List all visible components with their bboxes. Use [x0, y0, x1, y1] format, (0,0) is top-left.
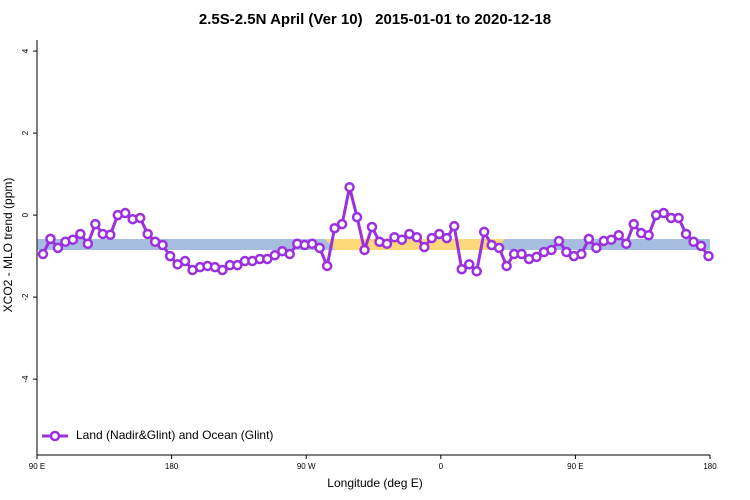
data-point	[695, 240, 707, 252]
y-tick-label: 2	[21, 130, 30, 135]
data-point	[478, 226, 490, 238]
data-point	[576, 248, 587, 260]
x-tick-label: 90 E	[29, 462, 45, 471]
y-tick-label: 4	[21, 48, 30, 53]
chart-title: 2.5S-2.5N April (Ver 10) 2015-01-01 to 2…	[199, 11, 551, 28]
x-axis-label: Longitude (deg E)	[327, 476, 422, 490]
data-point	[157, 239, 168, 251]
data-point	[366, 221, 378, 233]
data-point	[105, 229, 116, 241]
data-point	[471, 266, 482, 277]
reference-band-highlight	[325, 239, 505, 250]
x-tick-label: 180	[165, 462, 179, 471]
legend-marker	[49, 430, 61, 442]
data-point	[411, 231, 423, 243]
x-tick-label: 90 W	[297, 462, 316, 471]
data-point	[688, 236, 699, 248]
data-point	[643, 229, 654, 241]
data-point	[359, 244, 370, 256]
data-point	[449, 220, 460, 232]
data-point	[321, 260, 333, 272]
data-point	[232, 259, 243, 271]
data-point	[703, 250, 714, 262]
data-point	[553, 235, 565, 247]
data-point	[620, 238, 632, 250]
data-point	[179, 255, 191, 267]
y-tick-label: -2	[21, 293, 30, 301]
data-point	[75, 228, 86, 240]
x-tick-label: 90 E	[567, 462, 583, 471]
data-point	[613, 229, 625, 241]
data-point	[37, 248, 49, 260]
x-tick-label: 0	[439, 462, 444, 471]
data-point	[314, 242, 325, 254]
data-point	[67, 234, 79, 245]
y-axis-label: XCO2 - MLO trend (ppm)	[1, 178, 15, 313]
data-point	[134, 212, 146, 224]
data-point	[269, 250, 281, 261]
x-tick-label: 180	[703, 462, 717, 471]
data-point	[90, 218, 101, 230]
data-point	[329, 222, 340, 234]
data-point	[673, 212, 684, 224]
data-point	[306, 238, 318, 250]
data-point	[45, 233, 56, 245]
data-point	[396, 234, 408, 245]
data-point	[52, 242, 64, 254]
data-point	[344, 181, 355, 193]
data-point	[516, 248, 527, 260]
data-point	[680, 228, 692, 240]
data-point	[441, 232, 453, 244]
y-tick-label: 0	[21, 212, 30, 217]
data-point	[591, 242, 602, 254]
data-point	[381, 238, 393, 250]
data-point	[142, 228, 153, 240]
data-point	[531, 251, 542, 263]
data-point	[426, 232, 438, 244]
data-point	[456, 263, 467, 275]
data-point	[493, 242, 505, 254]
data-point	[583, 233, 595, 245]
y-tick-label: -4	[21, 375, 30, 383]
data-point	[419, 241, 430, 253]
data-point	[628, 218, 639, 230]
data-point	[463, 259, 475, 270]
data-point	[217, 264, 228, 276]
data-point	[119, 207, 131, 219]
data-point	[351, 211, 363, 223]
data-point	[561, 246, 572, 258]
legend-label: Land (Nadir&Glint) and Ocean (Glint)	[76, 428, 273, 442]
data-point	[336, 218, 348, 230]
data-point	[501, 260, 512, 272]
data-point	[164, 250, 176, 262]
data-point	[546, 244, 557, 256]
data-point	[658, 207, 669, 219]
data-point	[284, 248, 295, 260]
data-point	[606, 234, 617, 245]
data-point	[434, 228, 445, 240]
data-point	[82, 238, 94, 250]
